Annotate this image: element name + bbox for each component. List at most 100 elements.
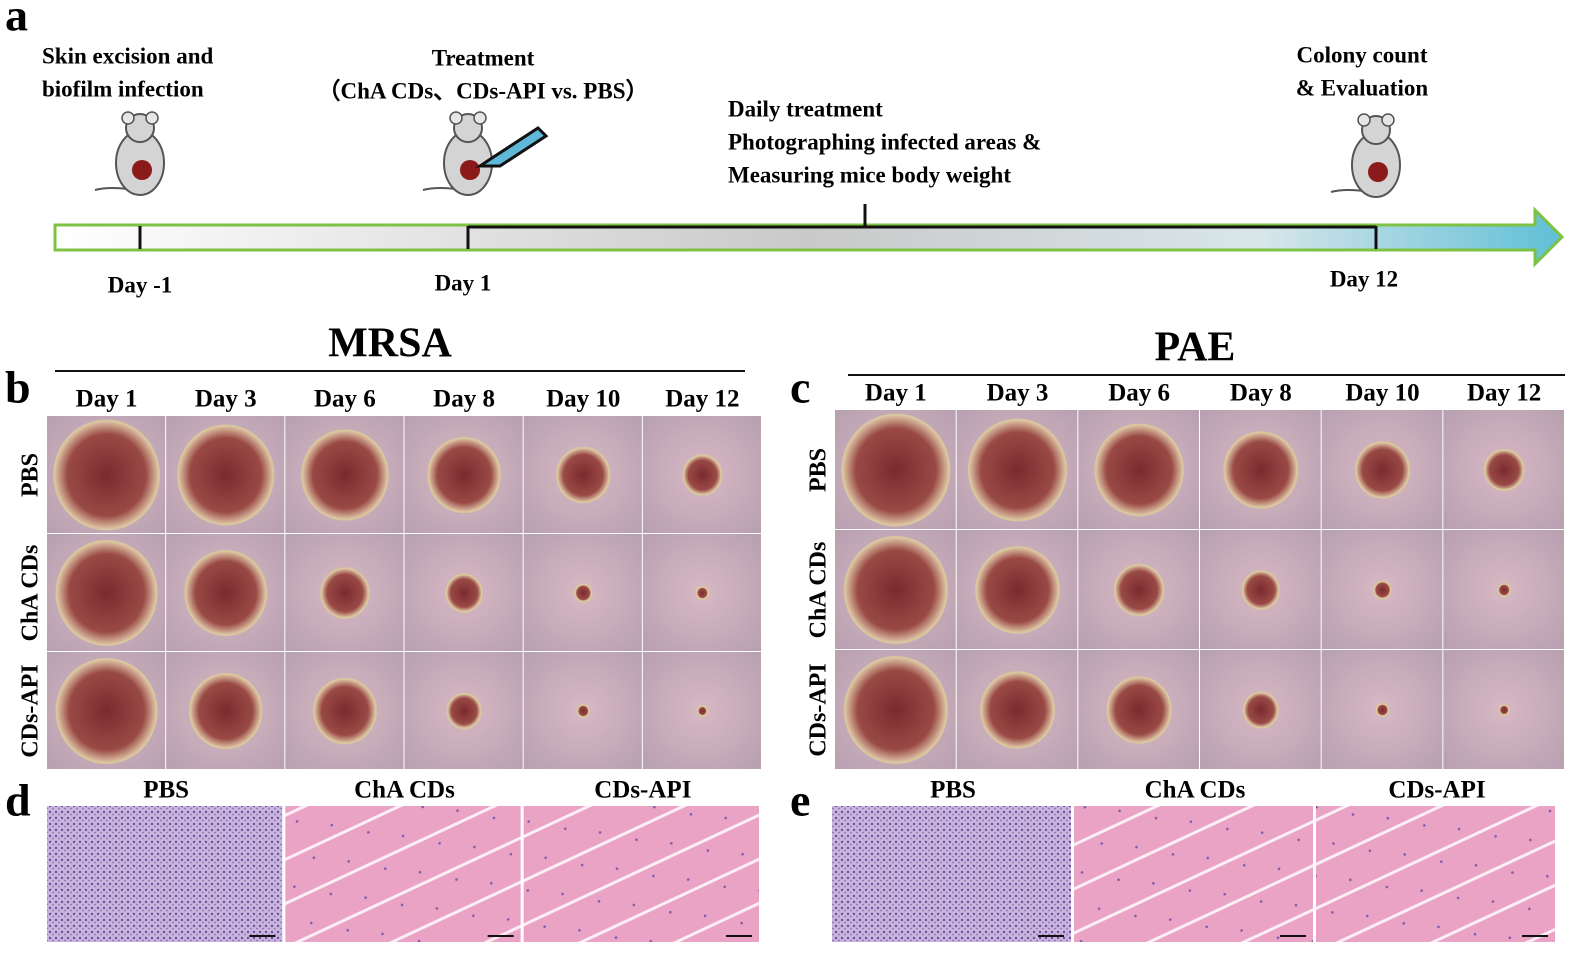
panel-label: c — [790, 362, 810, 413]
wound — [189, 672, 263, 750]
event-text: Colony count — [1297, 42, 1428, 67]
wound — [1483, 448, 1525, 492]
syringe — [475, 126, 549, 168]
day-label: Day 12 — [1330, 266, 1398, 291]
wound — [427, 436, 501, 514]
day-header: Day 8 — [433, 386, 495, 413]
day-header: Day 10 — [1345, 380, 1419, 407]
mouse-ear — [121, 111, 135, 125]
row-label: ChA CDs — [18, 545, 44, 642]
panel-label: b — [5, 362, 31, 413]
mouse-ear — [473, 111, 487, 125]
wound — [696, 705, 709, 717]
event-text: （ChA CDs、CDs-API vs. PBS） — [318, 77, 649, 103]
wound — [841, 413, 951, 527]
mouse-ear — [449, 111, 463, 125]
timeline-arrow — [53, 206, 1565, 268]
wound — [445, 573, 483, 613]
day-header: Day 6 — [314, 386, 376, 413]
wound — [1223, 431, 1299, 509]
wound — [682, 454, 723, 496]
mouse-icon — [94, 111, 165, 196]
day-header: Day 12 — [665, 386, 739, 413]
day-header: Day 6 — [1108, 380, 1170, 407]
wound — [967, 418, 1068, 522]
mouse-icon — [422, 111, 549, 196]
mouse-wound — [132, 160, 152, 180]
wound — [843, 536, 948, 644]
wound — [53, 419, 161, 531]
day-header: Day 10 — [546, 386, 620, 413]
wound — [573, 583, 593, 603]
panel-label: d — [5, 775, 31, 826]
column-header: ChA CDs — [354, 777, 455, 804]
histology-image — [47, 806, 283, 942]
column-header: PBS — [930, 777, 976, 804]
mouse-ear — [1357, 113, 1371, 127]
histology-image — [832, 806, 1071, 942]
wound — [1372, 580, 1393, 600]
day-header: Day 3 — [195, 386, 257, 413]
event-text: Treatment — [432, 45, 535, 70]
column-header: PBS — [143, 777, 189, 804]
event-text: Measuring mice body weight — [728, 162, 1011, 187]
day-header: Day 1 — [865, 380, 927, 407]
column-header: CDs-API — [594, 777, 691, 804]
wound — [843, 656, 948, 764]
mouse-ear — [145, 111, 159, 125]
wound — [177, 424, 275, 526]
wound — [1106, 676, 1172, 744]
wound — [184, 549, 268, 637]
row-label: CDs-API — [806, 663, 832, 756]
row-label: ChA CDs — [806, 542, 832, 639]
row-label: PBS — [18, 453, 44, 497]
event-text: Photographing infected areas & — [728, 129, 1041, 154]
wound — [1242, 691, 1279, 729]
event-text: Skin excision and — [42, 43, 213, 68]
wound — [55, 657, 158, 765]
wound — [695, 585, 710, 601]
panel-title: PAE — [1155, 325, 1236, 371]
panel-label: e — [790, 775, 810, 826]
mouse-icon — [1330, 113, 1401, 198]
day-header: Day 12 — [1467, 380, 1541, 407]
histology-image — [1074, 806, 1313, 942]
wound — [556, 446, 611, 504]
wound — [975, 546, 1060, 634]
wound — [446, 692, 482, 730]
day-header: Day 8 — [1230, 380, 1292, 407]
event-text: & Evaluation — [1296, 75, 1428, 100]
content: a Skin excision and biofilm infection Day -… — [5, 0, 1565, 942]
event-text: Daily treatment — [728, 96, 883, 121]
wound — [1241, 570, 1281, 610]
wound — [320, 567, 370, 619]
wound — [312, 677, 377, 745]
day-label: Day 1 — [435, 270, 492, 295]
row-label: PBS — [806, 448, 832, 492]
wound — [980, 671, 1055, 749]
mouse-ear — [1381, 113, 1395, 127]
histology-image — [285, 806, 521, 942]
mouse-wound — [460, 160, 480, 180]
wound — [1354, 441, 1411, 499]
wound — [1094, 423, 1184, 517]
histology-image — [523, 806, 759, 942]
wound — [301, 429, 389, 521]
wound — [55, 539, 158, 647]
mouse-wound — [1368, 162, 1388, 182]
panel-label: a — [5, 0, 28, 41]
column-header: ChA CDs — [1145, 777, 1246, 804]
wound — [1498, 703, 1511, 717]
panel-title: MRSA — [328, 321, 452, 367]
day-label: Day -1 — [108, 272, 173, 297]
wound — [1497, 582, 1512, 598]
event-text: biofilm infection — [42, 76, 204, 101]
day-header: Day 3 — [987, 380, 1049, 407]
wound — [1113, 563, 1165, 617]
column-header: CDs-API — [1388, 777, 1485, 804]
day-header: Day 1 — [76, 386, 138, 413]
histology-image — [1316, 806, 1555, 942]
wound — [576, 703, 591, 719]
row-label: CDs-API — [18, 664, 44, 757]
